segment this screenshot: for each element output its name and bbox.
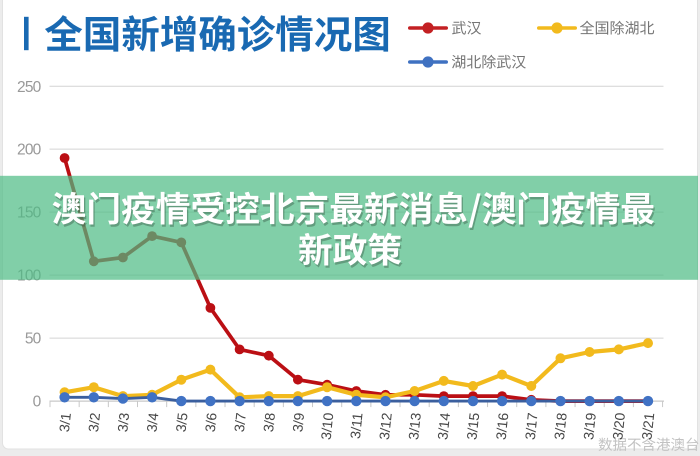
svg-text:3/5: 3/5 [173, 412, 191, 433]
svg-text:3/1: 3/1 [56, 412, 74, 433]
svg-text:3/20: 3/20 [609, 412, 628, 441]
svg-text:3/15: 3/15 [463, 412, 482, 441]
svg-text:3/13: 3/13 [405, 412, 424, 441]
svg-text:3/8: 3/8 [260, 412, 278, 433]
svg-text:3/7: 3/7 [231, 412, 249, 433]
svg-text:3/2: 3/2 [85, 412, 103, 433]
svg-text:3/21: 3/21 [639, 412, 658, 441]
svg-text:50: 50 [25, 331, 42, 348]
svg-text:3/3: 3/3 [114, 412, 132, 433]
svg-text:3/9: 3/9 [289, 412, 307, 433]
svg-text:3/16: 3/16 [493, 412, 512, 441]
svg-text:250: 250 [17, 79, 42, 96]
svg-text:0: 0 [33, 394, 42, 411]
svg-text:3/14: 3/14 [434, 412, 453, 441]
svg-text:3/12: 3/12 [376, 412, 395, 441]
svg-text:3/19: 3/19 [580, 412, 599, 441]
svg-text:3/11: 3/11 [347, 412, 366, 440]
svg-text:3/6: 3/6 [202, 412, 220, 433]
svg-text:3/4: 3/4 [143, 412, 161, 433]
svg-text:200: 200 [17, 142, 42, 159]
svg-text:3/18: 3/18 [551, 412, 570, 441]
svg-text:3/10: 3/10 [318, 412, 337, 441]
svg-text:3/17: 3/17 [522, 412, 541, 441]
